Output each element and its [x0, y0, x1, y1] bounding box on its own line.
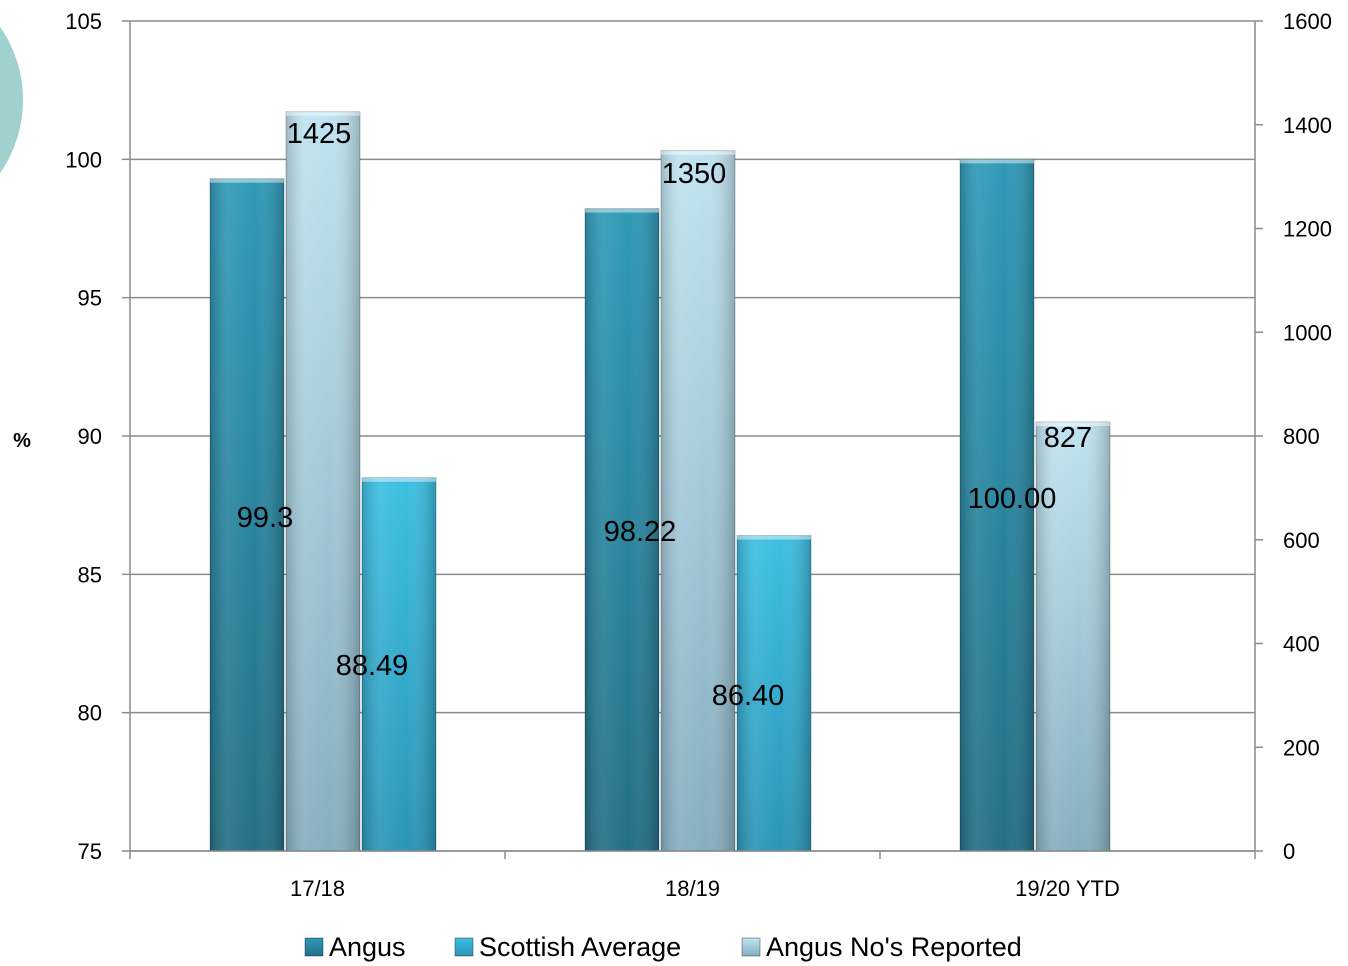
legend-item: Angus	[304, 932, 406, 962]
bar-scottish-average	[361, 477, 437, 852]
left-axis-tick-label: 100	[65, 147, 102, 172]
legend-item: Scottish Average	[454, 932, 681, 962]
legend-swatch	[304, 937, 324, 957]
right-axis-tick-label: 800	[1283, 424, 1320, 449]
data-label: 88.49	[336, 650, 409, 682]
bar-angus-no-s-reported	[285, 111, 361, 852]
right-axis-tick-label: 400	[1283, 632, 1320, 657]
left-axis-tick-label: 85	[78, 562, 102, 587]
bars	[209, 111, 1111, 852]
legend-label: Angus	[329, 932, 406, 962]
data-label: 1425	[287, 118, 352, 150]
decorative-circle	[0, 20, 27, 180]
data-label: 86.40	[712, 680, 785, 712]
bar-angus	[959, 158, 1035, 852]
legend-item: Angus No's Reported	[741, 932, 1022, 962]
left-axis-tick-label: 105	[65, 9, 102, 34]
data-label: 100.00	[968, 483, 1057, 515]
legend-swatch	[741, 937, 761, 957]
left-axis-tick-label: 75	[78, 839, 102, 864]
category-label: 18/19	[665, 876, 720, 901]
right-axis-tick-label: 600	[1283, 528, 1320, 553]
bar-scottish-average	[736, 535, 812, 852]
category-label: 17/18	[290, 876, 345, 901]
legend: Angus Scottish Average Angus No's Reported	[304, 932, 1022, 962]
data-label: 98.22	[604, 516, 677, 548]
left-axis-tick-label: 90	[78, 424, 102, 449]
data-labels: 99.3 88.49 1425 98.22 86.40 1350 100.00 827	[237, 118, 1092, 712]
category-label: 19/20 YTD	[1015, 876, 1120, 901]
right-axis-tick-label: 0	[1283, 839, 1295, 864]
legend-label: Scottish Average	[479, 932, 681, 962]
data-label: 99.3	[237, 502, 293, 534]
right-axis-tick-label: 1600	[1283, 9, 1332, 34]
y-axis-label: %	[13, 430, 31, 452]
bar-angus-no-s-reported	[1035, 421, 1111, 852]
legend-swatch	[454, 937, 474, 957]
right-axis-tick-label: 1000	[1283, 320, 1332, 345]
left-axis-tick-label: 80	[78, 701, 102, 726]
data-label: 827	[1044, 422, 1092, 454]
right-axis-tick-label: 200	[1283, 735, 1320, 760]
right-axis-tick-label: 1200	[1283, 217, 1332, 242]
right-axis-tick-label: 1400	[1283, 113, 1332, 138]
axes: 75 80 85 90 95 100 105 0 200 400 600 800 1000 1200 140…	[65, 9, 1332, 901]
bar-angus-no-s-reported	[660, 150, 736, 852]
legend-label: Angus No's Reported	[766, 932, 1022, 962]
data-label: 1350	[662, 158, 727, 190]
bar-angus	[584, 208, 660, 852]
left-axis-tick-label: 95	[78, 286, 102, 311]
